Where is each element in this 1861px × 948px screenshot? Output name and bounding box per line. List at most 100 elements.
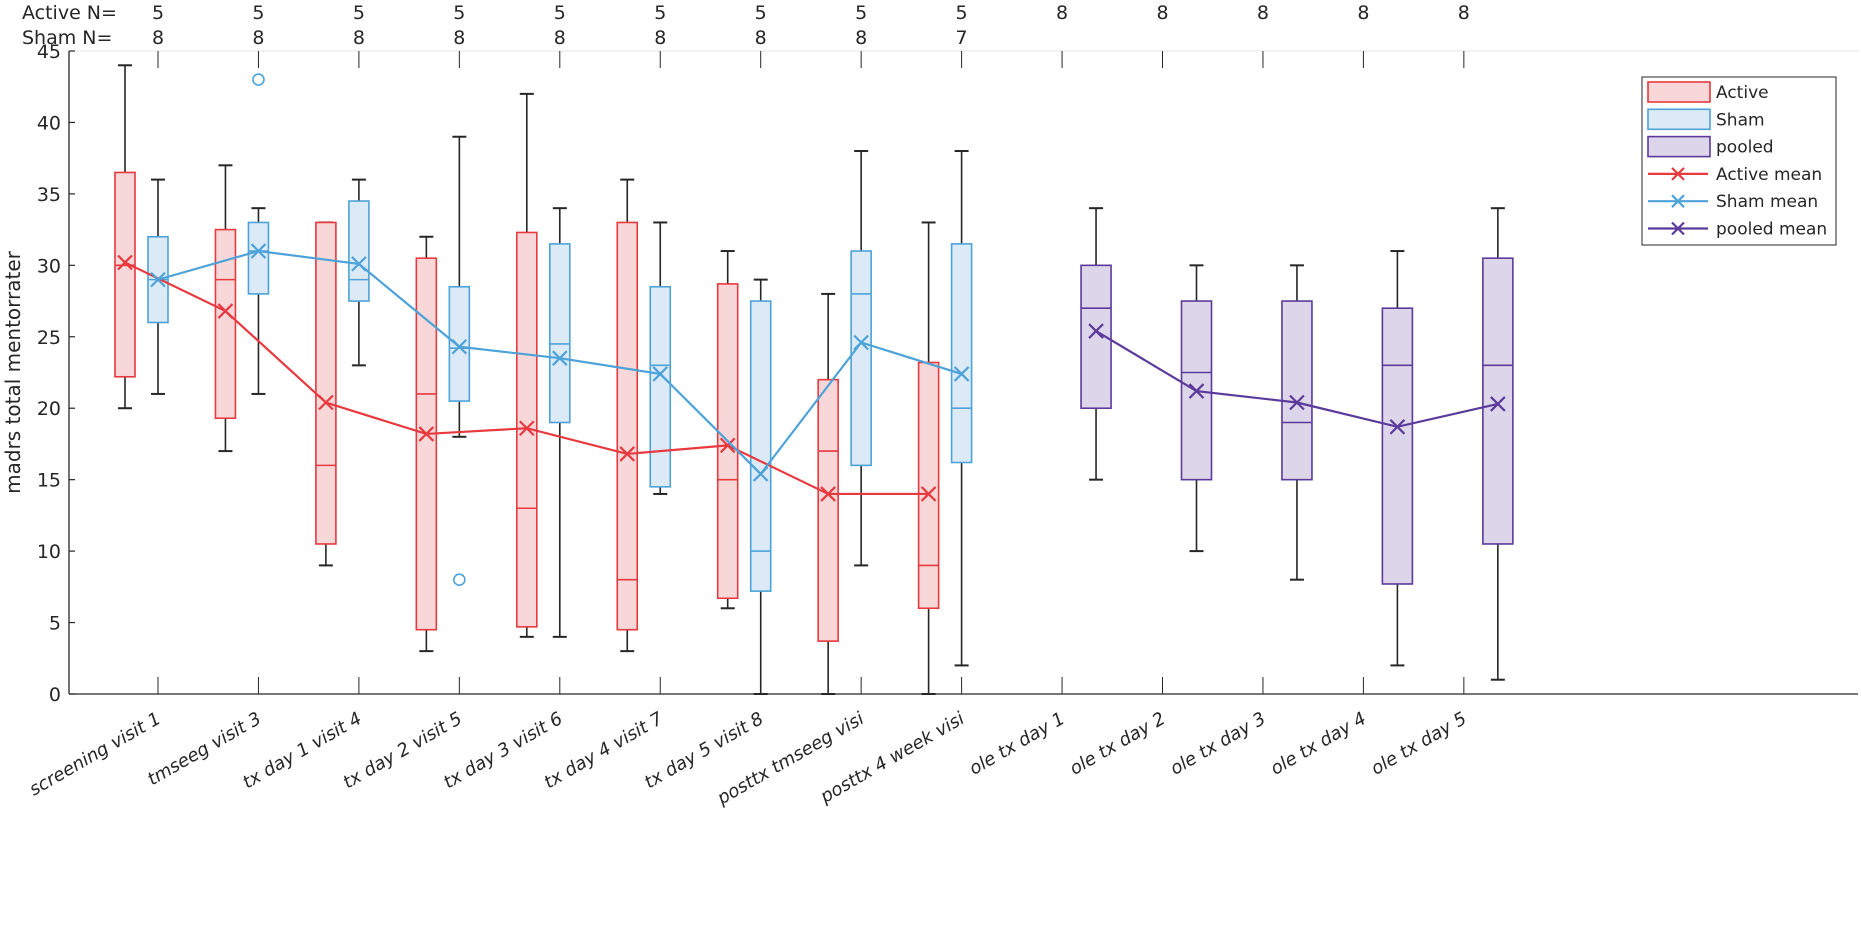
sham-n-label: Sham N= xyxy=(22,27,112,49)
mean-marker xyxy=(519,420,535,437)
box-iqr xyxy=(616,221,639,631)
box-iqr xyxy=(548,243,571,424)
mean-marker xyxy=(1389,419,1406,435)
box-active xyxy=(817,292,839,695)
active-n-value: 5 xyxy=(654,2,666,24)
box-sham xyxy=(649,221,672,495)
sham-n-value: 8 xyxy=(353,27,365,49)
box-iqr xyxy=(817,378,839,642)
active-n-value: 8 xyxy=(1458,2,1470,24)
active-n-value: 8 xyxy=(1257,2,1269,24)
y-tick-label: 10 xyxy=(37,541,61,563)
active-n-value: 5 xyxy=(554,2,566,24)
box-sham xyxy=(348,178,370,367)
active-n-value: 5 xyxy=(152,2,164,24)
y-tick-label: 20 xyxy=(37,398,61,420)
legend-marker xyxy=(1671,221,1685,236)
mean-marker xyxy=(853,334,869,351)
mean-marker xyxy=(920,486,937,502)
mean-marker xyxy=(752,466,769,482)
n-header: Active N= Sham N= 5 5 5 5 5 5 5 5 5 8 8 8 8 8 8 8 8 8 8 8 8 8 7 xyxy=(22,2,1470,49)
box-iqr xyxy=(649,285,672,488)
legend-marker xyxy=(1671,167,1685,181)
box-active xyxy=(415,235,438,653)
box-sham xyxy=(950,150,973,667)
box-pooled xyxy=(1080,207,1112,481)
legend-label: pooled xyxy=(1716,138,1774,158)
mean-lines xyxy=(117,243,1506,502)
y-tick-label: 0 xyxy=(49,684,61,706)
legend-item: Active xyxy=(1647,81,1769,103)
mean-marker xyxy=(719,437,736,454)
box-iqr xyxy=(1381,307,1414,585)
box-iqr xyxy=(1482,257,1514,545)
y-tick-label: 30 xyxy=(37,255,61,277)
y-tick-label: 45 xyxy=(37,41,61,63)
box-iqr xyxy=(415,257,438,631)
mean-marker xyxy=(250,243,267,259)
mean-marker xyxy=(1490,396,1506,412)
outlier-point xyxy=(252,73,265,86)
active-n-value: 8 xyxy=(1156,2,1168,24)
legend-label: Sham xyxy=(1716,110,1765,130)
legend-label: Active xyxy=(1716,83,1769,103)
active-n-value: 8 xyxy=(1357,2,1369,24)
legend-label: Active mean xyxy=(1716,165,1822,185)
mean-marker xyxy=(451,339,468,355)
legend-item: Sham mean xyxy=(1648,192,1818,212)
mean-line-active xyxy=(117,254,937,502)
x-tick-label: ole tx day 3 xyxy=(1167,708,1270,779)
box-sham xyxy=(548,207,571,638)
box-iqr xyxy=(1281,300,1313,481)
outlier-point xyxy=(453,573,466,586)
y-tick-label: 35 xyxy=(37,184,61,206)
mean-marker xyxy=(117,254,133,271)
mean-marker xyxy=(953,366,970,382)
mean-line-sham xyxy=(150,243,970,482)
box-active xyxy=(716,250,739,610)
x-tick-label: screening visit 1 xyxy=(26,708,165,800)
legend: Active Sham pooled Active mean Sham mean pool… xyxy=(1641,76,1837,246)
box-iqr xyxy=(348,200,370,302)
y-tick-label: 40 xyxy=(37,112,61,134)
box-series-pooled xyxy=(1080,207,1514,681)
mean-marker xyxy=(1088,323,1104,339)
legend-label: pooled mean xyxy=(1716,220,1827,240)
y-tick-label: 5 xyxy=(49,613,61,635)
active-n-value: 5 xyxy=(252,2,264,24)
sham-n-value: 8 xyxy=(453,27,465,49)
box-active xyxy=(214,164,237,453)
legend-marker xyxy=(1671,194,1685,208)
box-iqr xyxy=(1080,264,1112,410)
mean-marker xyxy=(820,486,836,502)
x-tick-label: ole tx day 4 xyxy=(1267,708,1370,779)
mean-marker xyxy=(150,271,166,288)
box-sham xyxy=(850,150,872,567)
box-active xyxy=(315,221,337,567)
legend-box-swatch xyxy=(1647,81,1711,103)
box-active xyxy=(917,221,940,695)
mean-marker xyxy=(351,256,367,272)
box-pooled xyxy=(1180,264,1213,553)
active-n-value: 5 xyxy=(453,2,465,24)
mean-marker xyxy=(619,446,636,462)
box-pooled xyxy=(1381,250,1414,667)
active-n-value: 5 xyxy=(353,2,365,24)
box-series-active xyxy=(114,64,940,695)
box-sham xyxy=(147,178,169,395)
active-n-value: 5 xyxy=(855,2,867,24)
box-active xyxy=(114,64,136,410)
sham-n-value: 8 xyxy=(554,27,566,49)
active-n-label: Active N= xyxy=(22,2,117,24)
mean-marker xyxy=(652,366,669,382)
legend-item: pooled xyxy=(1647,135,1774,158)
box-series-sham xyxy=(147,73,973,695)
box-pooled xyxy=(1482,207,1514,681)
box-sham xyxy=(749,278,772,695)
box-iqr xyxy=(315,221,337,545)
mean-marker xyxy=(1289,394,1305,411)
y-axis-label: madrs total mentorrater xyxy=(1,250,25,494)
x-tick-label: ole tx day 2 xyxy=(1066,708,1169,779)
sham-n-value: 8 xyxy=(755,27,767,49)
box-sham xyxy=(247,73,270,395)
